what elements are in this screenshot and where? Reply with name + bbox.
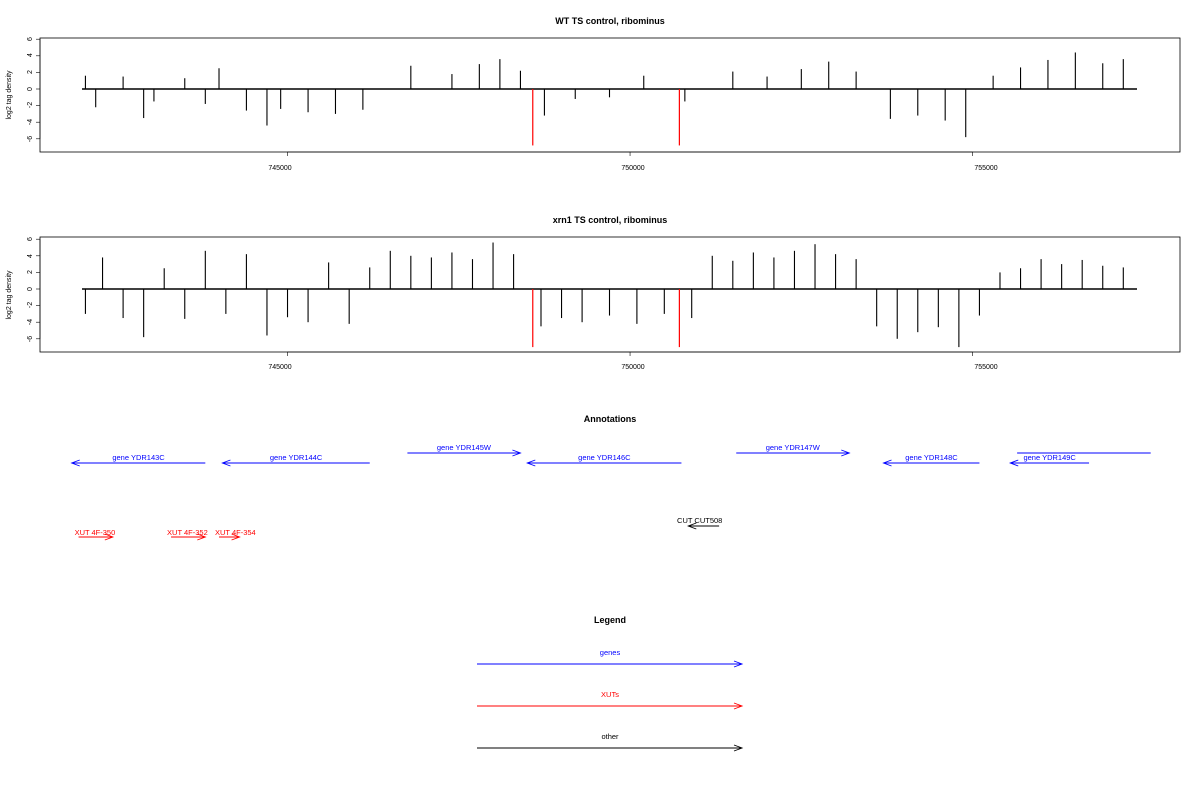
- gene-label: gene YDR147W: [766, 443, 821, 452]
- gene-label: gene YDR149C: [1023, 453, 1076, 462]
- xrn1-track-ylabel: log2 tag density: [6, 270, 13, 320]
- gene-feature-arrowhead: [882, 459, 892, 467]
- wt-track-xtick-labels: 745000 750000 755000: [268, 165, 997, 172]
- wt-ytick-label: -6: [27, 136, 34, 142]
- wt-ytick-label: 6: [27, 37, 34, 41]
- wt-ytick-label: -4: [27, 119, 34, 125]
- gene-feature-arrowhead: [841, 449, 851, 457]
- xrn1-ytick-label: 0: [27, 287, 34, 291]
- legend-item-arrowhead: [733, 744, 744, 752]
- wt-xtick-label: 750000: [621, 165, 644, 172]
- gene-feature-arrowhead: [526, 459, 536, 467]
- wt-ytick-label: -2: [27, 102, 34, 108]
- wt-ytick-label: 0: [27, 87, 34, 91]
- xrn1-track-bars: [36, 238, 1137, 356]
- wt-track: WT TS control, ribominus log2 tag densit…: [6, 16, 1181, 172]
- wt-ytick-label: 4: [27, 53, 34, 57]
- xut-label: XUT 4F-350: [75, 528, 116, 537]
- legend-item-label: other: [601, 732, 619, 741]
- xrn1-track-ytick-labels: 6 4 2 0 -2 -4 -6: [27, 237, 34, 342]
- legend-item-label: XUTs: [601, 690, 619, 699]
- legend-title: Legend: [594, 615, 626, 625]
- xrn1-ytick-label: -4: [27, 319, 34, 325]
- wt-xtick-label: 745000: [268, 165, 291, 172]
- gene-feature-arrowhead: [70, 459, 80, 467]
- xut-feature-arrowhead: [197, 533, 207, 541]
- xut-feature-arrowhead: [231, 533, 241, 541]
- gene-label: gene YDR144C: [270, 453, 323, 462]
- gene-label: gene YDR146C: [578, 453, 631, 462]
- wt-track-ytick-labels: 6 4 2 0 -2 -4 -6: [27, 37, 34, 142]
- wt-track-title: WT TS control, ribominus: [555, 16, 665, 26]
- legend: Legend genes XUTs other: [477, 615, 744, 752]
- xut-label: XUT 4F-354: [215, 528, 256, 537]
- wt-ytick-label: 2: [27, 70, 34, 74]
- legend-item-arrowhead: [733, 660, 744, 668]
- xrn1-track-title: xrn1 TS control, ribominus: [553, 215, 668, 225]
- xrn1-track-xtick-labels: 745000 750000 755000: [268, 364, 997, 371]
- xrn1-track: xrn1 TS control, ribominus log2 tag dens…: [6, 215, 1181, 371]
- other-feature-arrowhead: [687, 522, 697, 530]
- xut-feature-arrowhead: [104, 533, 115, 541]
- annotations-panel: Annotations gene YDR143C gene YDR144Cgene…: [70, 414, 1151, 541]
- wt-track-bars: [36, 38, 1137, 156]
- annotation-features: gene YDR143C gene YDR144C gene YDR145W gene…: [70, 443, 1151, 541]
- xrn1-xtick-label: 755000: [974, 364, 997, 371]
- xrn1-ytick-label: 2: [27, 270, 34, 274]
- xrn1-ytick-label: -2: [27, 302, 34, 308]
- legend-item-label: genes: [600, 648, 621, 657]
- xrn1-ytick-label: 6: [27, 237, 34, 241]
- xut-label: XUT 4F-352: [167, 528, 208, 537]
- other-label: CUT CUT508: [677, 516, 722, 525]
- gene-label: gene YDR143C: [112, 453, 165, 462]
- wt-xtick-label: 755000: [974, 165, 997, 172]
- gene-label: gene YDR148C: [905, 453, 958, 462]
- legend-item-arrowhead: [733, 702, 744, 710]
- annotations-title: Annotations: [584, 414, 637, 424]
- xrn1-xtick-label: 750000: [621, 364, 644, 371]
- gene-label: gene YDR145W: [437, 443, 492, 452]
- gene-feature-arrowhead: [1008, 459, 1019, 467]
- gene-feature-arrowhead: [512, 449, 522, 457]
- wt-track-ylabel: log2 tag density: [6, 70, 13, 120]
- xrn1-xtick-label: 745000: [268, 364, 291, 371]
- xrn1-ytick-label: -6: [27, 336, 34, 342]
- gene-feature-arrowhead: [221, 459, 231, 467]
- legend-items: genes XUTs other: [477, 648, 744, 752]
- xrn1-ytick-label: 4: [27, 254, 34, 258]
